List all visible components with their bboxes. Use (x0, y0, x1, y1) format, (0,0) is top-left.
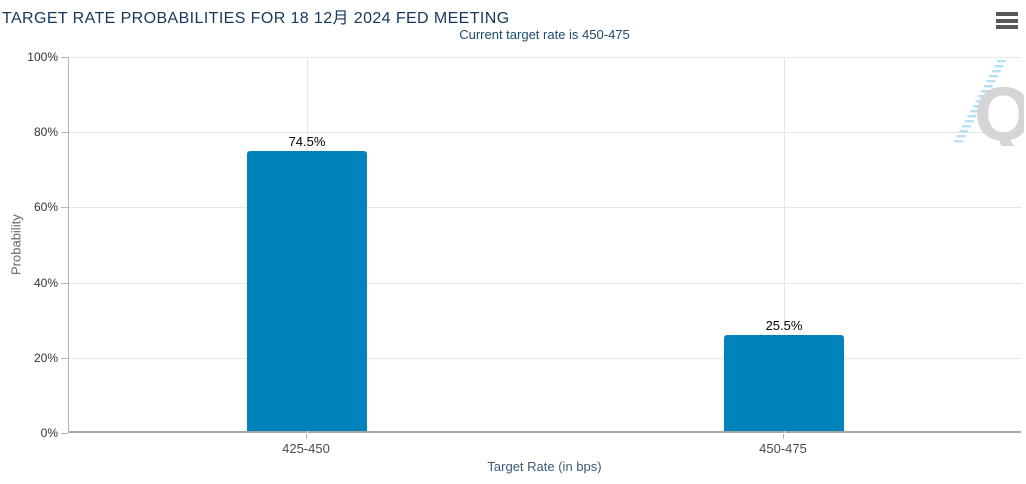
bar-value-label-450-475: 25.5% (765, 318, 803, 333)
gridline-y-40 (69, 283, 1022, 284)
gridline-y-20 (69, 358, 1022, 359)
y-tick-mark-20 (61, 358, 68, 359)
y-tick-mark-40 (61, 283, 68, 284)
bar-value-label-425-450: 74.5% (288, 134, 326, 149)
y-tick-mark-100 (61, 57, 68, 58)
y-axis-title: Probability (8, 214, 24, 276)
y-tick-label-100: 100% (27, 50, 58, 64)
y-tick-mark-60 (61, 207, 68, 208)
bar-425-450[interactable] (247, 151, 367, 431)
y-tick-label-20: 20% (33, 351, 58, 365)
chart-title: TARGET RATE PROBABILITIES FOR 18 12月 202… (2, 10, 510, 27)
x-tick-label-425-450: 425-450 (282, 441, 330, 456)
gridline-y-80 (69, 132, 1022, 133)
chart-context-menu-button[interactable] (996, 11, 1018, 30)
y-tick-label-40: 40% (33, 276, 58, 290)
x-axis-title: Target Rate (in bps) (487, 459, 602, 474)
x-tick-label-450-475: 450-475 (759, 441, 807, 456)
hamburger-icon (996, 12, 1018, 16)
plot-area: 74.5% 25.5% (68, 57, 1022, 433)
hamburger-icon (996, 18, 1018, 23)
gridline-y-60 (69, 207, 1022, 208)
y-tick-label-0: 0% (40, 426, 58, 440)
bar-450-475[interactable] (724, 335, 844, 431)
gridline-y-100 (69, 57, 1022, 58)
x-tick-mark-450-475 (783, 434, 784, 439)
chart-subtitle: Current target rate is 450-475 (459, 27, 630, 42)
y-tick-label-80: 80% (33, 125, 58, 139)
y-tick-mark-0 (61, 433, 68, 434)
x-tick-mark-425-450 (306, 434, 307, 439)
y-tick-label-60: 60% (33, 200, 58, 214)
hamburger-icon (996, 25, 1018, 29)
y-tick-mark-80 (61, 132, 68, 133)
gridline-x-450-475 (784, 57, 785, 433)
